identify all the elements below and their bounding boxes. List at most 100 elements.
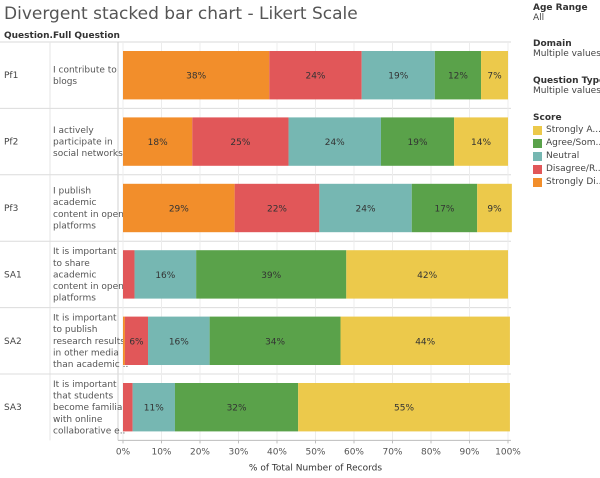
data-label: 17% [434, 205, 454, 215]
data-label: 34% [265, 337, 285, 347]
x-tick-label: 20% [190, 447, 210, 457]
bar-segment [346, 250, 508, 299]
bar-segment [196, 250, 347, 299]
data-label: 16% [169, 337, 189, 347]
data-label: 38% [186, 72, 206, 82]
bar-segment [123, 51, 270, 100]
bar-segment [361, 51, 435, 100]
legend-label: Strongly Di... [546, 177, 600, 187]
filter-domain-value[interactable]: Multiple values [533, 49, 600, 59]
row-question-line: It is important [53, 380, 117, 390]
legend-item-strongly-agree[interactable]: Strongly A... [533, 124, 600, 136]
filter-age-range-label: Age Range [533, 3, 588, 13]
data-label: 9% [487, 205, 502, 215]
data-label: 24% [356, 205, 376, 215]
legend: Score Strongly A... Agree/Som... Neutral… [533, 113, 600, 188]
row-question-line: It is important [53, 314, 117, 324]
legend-item-agree[interactable]: Agree/Som... [533, 137, 600, 149]
filter-question-type[interactable]: Question Type Multiple values [533, 76, 600, 96]
bar-segment [132, 383, 175, 432]
legend-label: Disagree/R... [546, 164, 600, 174]
data-label: 44% [415, 337, 435, 347]
filter-question-type-label: Question Type [533, 76, 600, 86]
x-tick-label: 60% [344, 447, 364, 457]
chart-title: Divergent stacked bar chart - Likert Sca… [4, 4, 358, 24]
bar-segment [123, 316, 125, 365]
bar-segment [454, 117, 508, 166]
row-code: Pf1 [4, 71, 18, 81]
bar-segment [319, 183, 412, 233]
row-question-line: than academic .. [53, 360, 128, 370]
stacked-bar-chart: Pf1 I contribute to blogs 38% 24% 19% 12% 7% Pf2… [0, 41, 521, 473]
row-question-line: platforms [53, 294, 96, 304]
bar-segment [411, 183, 478, 233]
row-question-line: become familiar [53, 403, 126, 413]
legend-item-strongly-disagree[interactable]: Strongly Di... [533, 176, 600, 188]
x-tick-label: 40% [267, 447, 287, 457]
data-label: 7% [487, 72, 502, 82]
row-question-line: to publish [53, 325, 97, 335]
legend-item-disagree[interactable]: Disagree/R... [533, 163, 600, 175]
data-label: 25% [230, 138, 250, 148]
row-question-line: that students [53, 392, 114, 402]
x-tick-label: 90% [459, 447, 479, 457]
data-label: 22% [267, 205, 287, 215]
data-label: 29% [169, 205, 189, 215]
x-tick-label: 80% [421, 447, 441, 457]
bar-segment [192, 117, 289, 166]
legend-swatch [533, 138, 542, 148]
column-header-full-question[interactable]: Full Question [53, 31, 120, 41]
bar-segment [148, 316, 210, 365]
filter-domain[interactable]: Domain Multiple values [533, 39, 600, 59]
bar-segment [340, 316, 510, 365]
data-label: 55% [394, 404, 414, 414]
row-question-line: academic [53, 198, 96, 208]
row-question-line: I actively [53, 126, 94, 136]
row-question-line: in other media [53, 348, 119, 358]
bar-segment [481, 51, 508, 100]
bar-segment [123, 250, 135, 299]
row-question-line: participate in [53, 138, 113, 148]
x-tick-label: 0% [116, 447, 131, 457]
data-label: 32% [227, 404, 247, 414]
data-label: 24% [325, 138, 345, 148]
legend-swatch [533, 151, 542, 161]
data-label: 11% [144, 404, 164, 414]
data-label: 12% [448, 72, 468, 82]
bar-segment [209, 316, 341, 365]
row-question-line: I contribute to [53, 65, 117, 75]
row-code: SA3 [4, 403, 22, 413]
legend-item-neutral[interactable]: Neutral [533, 150, 600, 162]
row-question-line: to share [53, 259, 90, 269]
legend-swatch [533, 164, 542, 174]
row-code: SA1 [4, 270, 22, 280]
row-question-line: It is important [53, 247, 117, 257]
column-header-question[interactable]: Question.. [4, 31, 57, 41]
bar-segment [123, 383, 133, 432]
row-question-line: I publish [53, 187, 91, 197]
x-tick-label: 10% [151, 447, 171, 457]
row-code: Pf2 [4, 138, 18, 148]
row-question-line: content in open [53, 282, 124, 292]
filter-age-range-value[interactable]: All [533, 13, 545, 23]
row-question-line: academic [53, 270, 96, 280]
filter-domain-label: Domain [533, 39, 572, 49]
bar-segment [288, 117, 381, 166]
legend-swatch [533, 177, 542, 187]
bar-segment [298, 383, 510, 432]
bar-segment [123, 183, 235, 233]
row-question-line: platforms [53, 221, 96, 231]
row-question-line: research results [53, 337, 125, 347]
data-label: 16% [155, 271, 175, 281]
data-label: 18% [148, 138, 168, 148]
row-code: SA2 [4, 337, 22, 347]
data-label: 24% [305, 72, 325, 82]
filter-age-range[interactable]: Age Range All [533, 3, 600, 23]
bar-segment [124, 316, 149, 365]
x-tick-label: 100% [495, 447, 521, 457]
data-label: 19% [388, 72, 408, 82]
x-tick-label: 70% [382, 447, 402, 457]
x-tick-label: 50% [305, 447, 325, 457]
row-question-line: content in open [53, 210, 124, 220]
filter-question-type-value[interactable]: Multiple values [533, 86, 600, 96]
